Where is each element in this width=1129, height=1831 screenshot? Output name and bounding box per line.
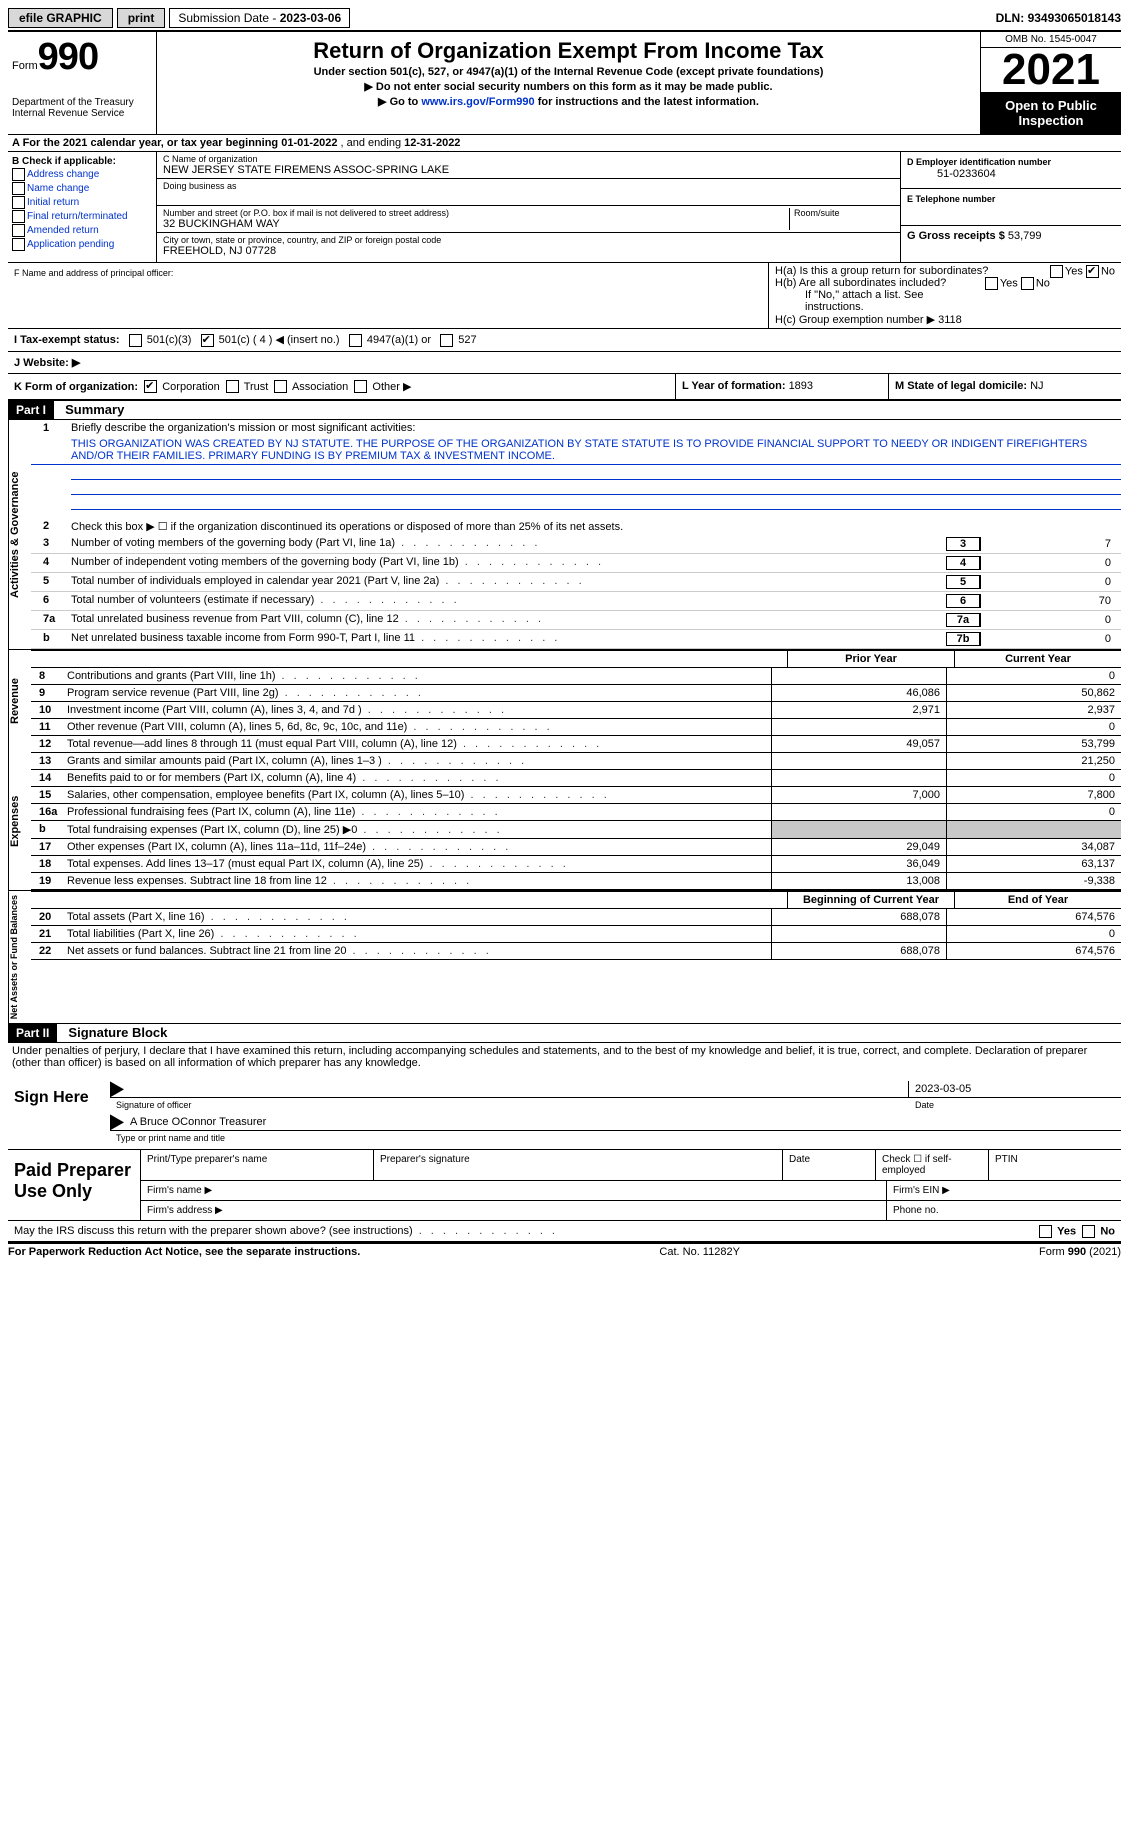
tax-exempt-row: I Tax-exempt status: 501(c)(3) 501(c) ( … (8, 329, 1121, 352)
fin-line: 19Revenue less expenses. Subtract line 1… (31, 873, 1121, 890)
rev-col-header: Prior Year Current Year (31, 650, 1121, 668)
fin-line: 10Investment income (Part VIII, column (… (31, 702, 1121, 719)
dept-treasury: Department of the Treasury (12, 97, 152, 108)
signature-block: Under penalties of perjury, I declare th… (8, 1043, 1121, 1243)
gross-receipts: 53,799 (1008, 230, 1042, 242)
footer: For Paperwork Reduction Act Notice, see … (8, 1243, 1121, 1260)
sig-date: 2023-03-05 (908, 1081, 1121, 1097)
summary-line: bNet unrelated business taxable income f… (31, 630, 1121, 649)
expenses-section: Expenses 13Grants and similar amounts pa… (8, 753, 1121, 890)
fin-line: 8Contributions and grants (Part VIII, li… (31, 668, 1121, 685)
section-a: A For the 2021 calendar year, or tax yea… (8, 135, 1121, 152)
fin-line: 11Other revenue (Part VIII, column (A), … (31, 719, 1121, 736)
form-header: Form990 Department of the Treasury Inter… (8, 32, 1121, 135)
mission-text: THIS ORGANIZATION WAS CREATED BY NJ STAT… (31, 436, 1121, 465)
cb-name-change[interactable]: Name change (12, 182, 152, 195)
ein: 51-0233604 (907, 168, 996, 180)
fin-line: 9Program service revenue (Part VIII, lin… (31, 685, 1121, 702)
print-button[interactable]: print (117, 8, 166, 28)
form-title: Return of Organization Exempt From Incom… (165, 38, 972, 64)
summary-line: 5Total number of individuals employed in… (31, 573, 1121, 592)
sign-here-label: Sign Here (8, 1071, 110, 1149)
na-col-header: Beginning of Current Year End of Year (31, 891, 1121, 909)
efile-label: efile GRAPHIC (8, 8, 113, 28)
activities-governance: Activities & Governance 1Briefly describ… (8, 420, 1121, 649)
state-domicile: NJ (1030, 380, 1043, 392)
street: 32 BUCKINGHAM WAY (163, 218, 280, 230)
subtitle-1: Under section 501(c), 527, or 4947(a)(1)… (165, 66, 972, 78)
may-irs-discuss: May the IRS discuss this return with the… (8, 1221, 1121, 1243)
block-c: C Name of organizationNEW JERSEY STATE F… (157, 152, 901, 262)
fin-line: 16aProfessional fundraising fees (Part I… (31, 804, 1121, 821)
website-row: J Website: ▶ (8, 352, 1121, 374)
fin-line: 21Total liabilities (Part X, line 26)0 (31, 926, 1121, 943)
city-state-zip: FREEHOLD, NJ 07728 (163, 245, 276, 257)
fin-line: 18Total expenses. Add lines 13–17 (must … (31, 856, 1121, 873)
dln: DLN: 93493065018143 (996, 11, 1121, 25)
cb-address-change[interactable]: Address change (12, 168, 152, 181)
form-word: Form (12, 60, 38, 72)
fin-line: 22Net assets or fund balances. Subtract … (31, 943, 1121, 960)
cb-final-return[interactable]: Final return/terminated (12, 210, 152, 223)
submission-date: Submission Date - 2023-03-06 (169, 8, 350, 28)
fin-line: 13Grants and similar amounts paid (Part … (31, 753, 1121, 770)
year-formation: 1893 (789, 380, 813, 392)
subtitle-3: ▶ Go to www.irs.gov/Form990 for instruct… (165, 95, 972, 108)
h-block: H(a) Is this a group return for subordin… (769, 263, 1121, 328)
irs-link[interactable]: www.irs.gov/Form990 (421, 96, 534, 108)
summary-line: 4Number of independent voting members of… (31, 554, 1121, 573)
principal-row: F Name and address of principal officer:… (8, 262, 1121, 329)
fin-line: bTotal fundraising expenses (Part IX, co… (31, 821, 1121, 839)
fin-line: 17Other expenses (Part IX, column (A), l… (31, 839, 1121, 856)
summary-line: 7aTotal unrelated business revenue from … (31, 611, 1121, 630)
cat-no: Cat. No. 11282Y (659, 1246, 740, 1258)
header-left: Form990 Department of the Treasury Inter… (8, 32, 157, 134)
paid-preparer: Paid Preparer Use Only Print/Type prepar… (8, 1150, 1121, 1221)
header-right: OMB No. 1545-0047 2021 Open to PublicIns… (980, 32, 1121, 134)
form-ref: Form 990 (2021) (1039, 1246, 1121, 1258)
form-number: 990 (38, 36, 98, 78)
summary-line: 6Total number of volunteers (estimate if… (31, 592, 1121, 611)
address-grid: B Check if applicable: Address change Na… (8, 152, 1121, 262)
cb-app-pending[interactable]: Application pending (12, 238, 152, 251)
f-label: F Name and address of principal officer: (14, 268, 173, 278)
top-bar: efile GRAPHIC print Submission Date - 20… (8, 8, 1121, 32)
fin-line: 20Total assets (Part X, line 16)688,0786… (31, 909, 1121, 926)
part1-header: Part I Summary (8, 400, 1121, 420)
group-exemption: H(c) Group exemption number ▶ 3118 (775, 313, 1115, 326)
pra-notice: For Paperwork Reduction Act Notice, see … (8, 1246, 360, 1258)
fin-line: 15Salaries, other compensation, employee… (31, 787, 1121, 804)
check-b: B Check if applicable: Address change Na… (8, 152, 157, 262)
fin-line: 12Total revenue—add lines 8 through 11 (… (31, 736, 1121, 753)
fin-line: 14Benefits paid to or for members (Part … (31, 770, 1121, 787)
dept-irs: Internal Revenue Service (12, 108, 152, 119)
header-mid: Return of Organization Exempt From Incom… (157, 32, 980, 134)
cb-initial-return[interactable]: Initial return (12, 196, 152, 209)
summary-line: 3Number of voting members of the governi… (31, 535, 1121, 554)
officer-name: A Bruce OConnor Treasurer (124, 1114, 1121, 1130)
net-assets-section: Net Assets or Fund Balances Beginning of… (8, 890, 1121, 1023)
part2-header: Part II Signature Block (8, 1023, 1121, 1043)
cb-amended[interactable]: Amended return (12, 224, 152, 237)
subtitle-2: ▶ Do not enter social security numbers o… (165, 80, 972, 93)
tax-year: 2021 (981, 48, 1121, 92)
open-public: Open to PublicInspection (981, 92, 1121, 134)
penalties-text: Under penalties of perjury, I declare th… (8, 1043, 1121, 1071)
revenue-section: Revenue Prior Year Current Year 8Contrib… (8, 649, 1121, 753)
klm-row: K Form of organization: Corporation Trus… (8, 374, 1121, 401)
block-deg: D Employer identification number51-02336… (901, 152, 1121, 262)
org-name: NEW JERSEY STATE FIREMENS ASSOC-SPRING L… (163, 164, 449, 176)
